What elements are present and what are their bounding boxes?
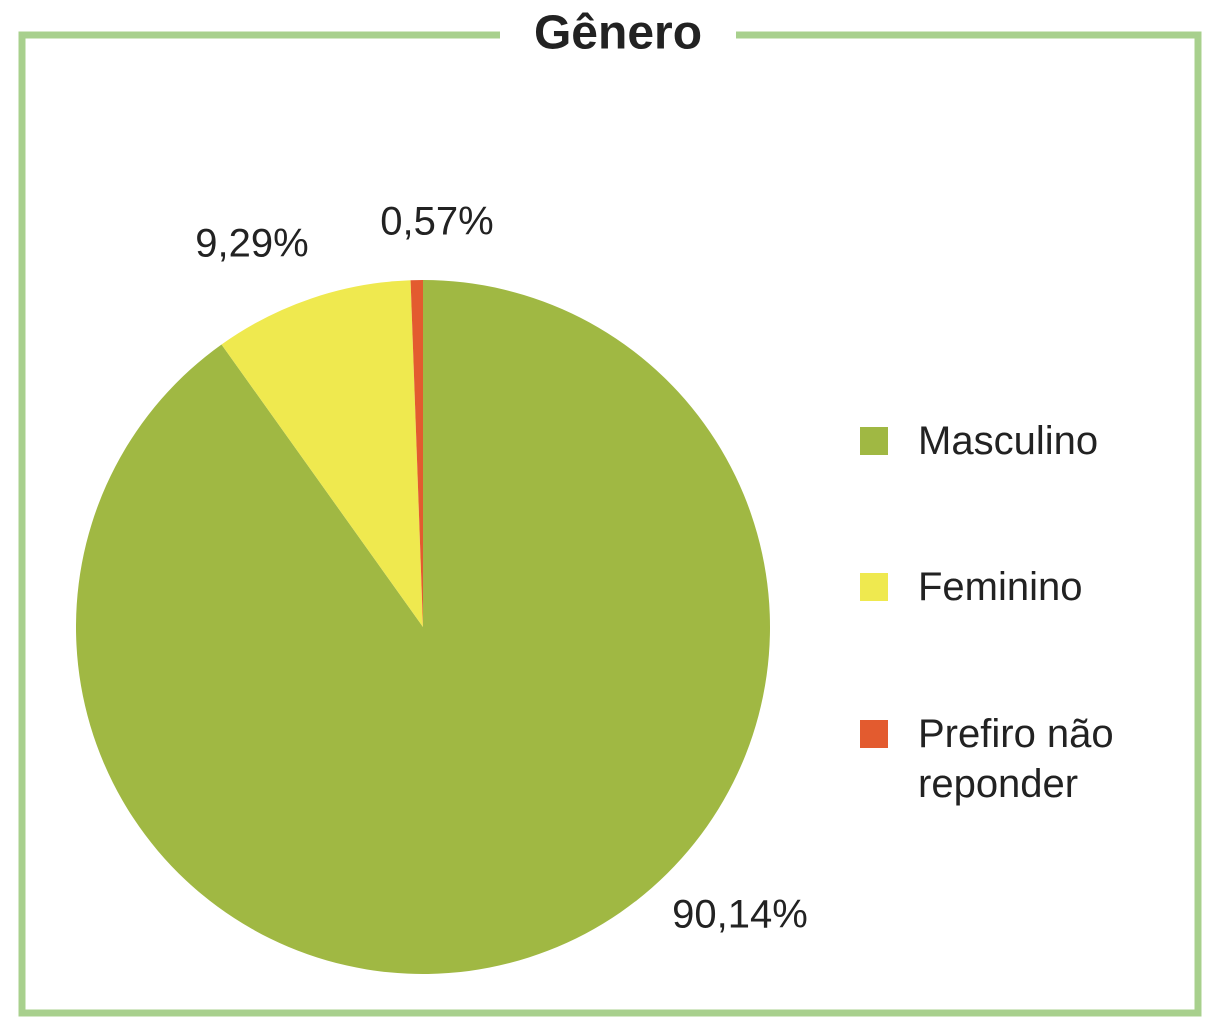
pie-slice xyxy=(410,280,423,627)
data-label: 90,14% xyxy=(672,893,808,937)
data-label: 0,57% xyxy=(380,200,493,244)
title-background xyxy=(500,5,736,65)
legend-label: Feminino xyxy=(918,565,1083,609)
legend-swatch xyxy=(860,720,888,748)
legend-label: Prefiro não reponder xyxy=(918,712,1114,806)
data-label: 9,29% xyxy=(195,222,308,266)
pie-slice xyxy=(221,280,423,627)
chart-title: Gênero xyxy=(534,7,702,60)
legend-swatch xyxy=(860,427,888,455)
legend-swatch xyxy=(860,573,888,601)
legend-label: Masculino xyxy=(918,419,1099,463)
